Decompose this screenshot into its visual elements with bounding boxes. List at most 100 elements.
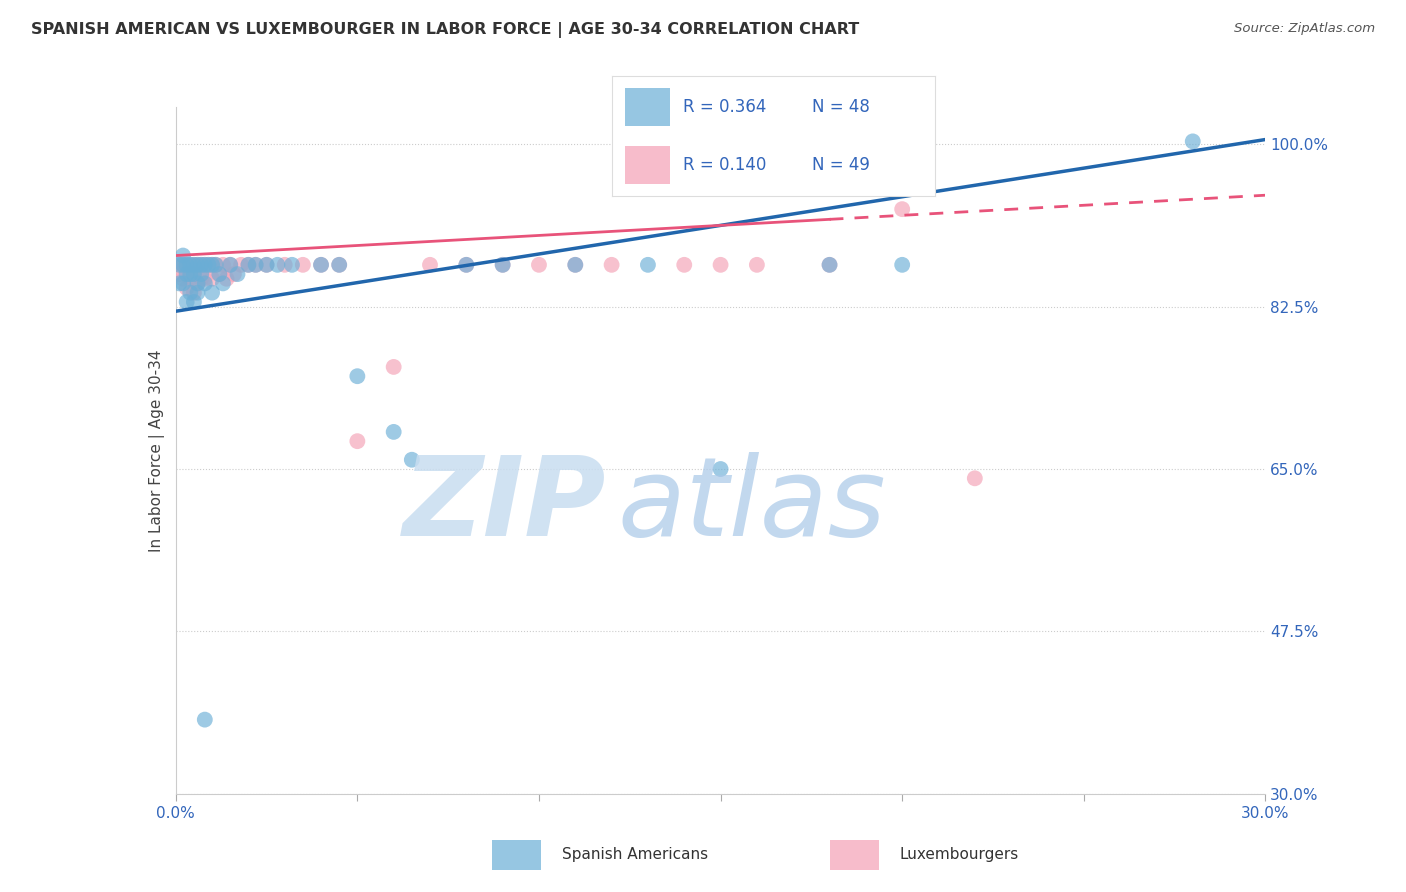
Point: [219, 258, 242, 272]
Point: [176, 258, 198, 272]
Point: [226, 267, 249, 281]
Text: SPANISH AMERICAN VS LUXEMBOURGER IN LABOR FORCE | AGE 30-34 CORRELATION CHART: SPANISH AMERICAN VS LUXEMBOURGER IN LABO…: [31, 22, 859, 38]
Point: [186, 258, 209, 272]
Point: [231, 258, 253, 272]
Point: [346, 369, 368, 384]
Point: [710, 462, 733, 476]
Point: [456, 258, 478, 272]
Point: [169, 277, 191, 291]
Point: [745, 258, 768, 272]
Point: [328, 258, 350, 272]
Point: [179, 285, 201, 300]
Text: R = 0.140: R = 0.140: [683, 156, 766, 174]
Point: [190, 258, 212, 272]
Point: [201, 285, 224, 300]
Point: [194, 277, 217, 291]
Point: [204, 258, 226, 272]
Point: [179, 271, 201, 285]
Point: [169, 258, 191, 272]
Point: [291, 258, 314, 272]
Point: [172, 258, 194, 272]
Point: [183, 285, 205, 300]
FancyBboxPatch shape: [830, 840, 879, 870]
Point: [190, 271, 212, 285]
Point: [382, 425, 405, 439]
Y-axis label: In Labor Force | Age 30-34: In Labor Force | Age 30-34: [149, 349, 165, 552]
Point: [710, 258, 733, 272]
Point: [256, 258, 278, 272]
Text: Spanish Americans: Spanish Americans: [562, 847, 709, 862]
Point: [208, 267, 231, 281]
Text: atlas: atlas: [617, 452, 886, 559]
Point: [419, 258, 441, 272]
Point: [194, 713, 217, 727]
Point: [274, 258, 297, 272]
Point: [309, 258, 332, 272]
Point: [183, 267, 205, 281]
Point: [309, 258, 332, 272]
Point: [197, 258, 219, 272]
Point: [215, 271, 238, 285]
Text: N = 49: N = 49: [813, 156, 870, 174]
Point: [818, 258, 841, 272]
Point: [201, 258, 224, 272]
Point: [194, 271, 217, 285]
FancyBboxPatch shape: [624, 87, 669, 127]
Point: [382, 359, 405, 374]
FancyBboxPatch shape: [492, 840, 541, 870]
Point: [527, 258, 550, 272]
Point: [281, 258, 304, 272]
Point: [194, 258, 217, 272]
Point: [194, 258, 217, 272]
Point: [219, 258, 242, 272]
Point: [183, 267, 205, 281]
Point: [1181, 135, 1204, 149]
Point: [183, 295, 205, 310]
Point: [673, 258, 696, 272]
Point: [492, 258, 515, 272]
Point: [492, 258, 515, 272]
Text: Luxembourgers: Luxembourgers: [900, 847, 1019, 862]
Point: [186, 285, 209, 300]
Point: [169, 267, 191, 281]
Point: [179, 258, 201, 272]
Point: [201, 271, 224, 285]
Text: N = 48: N = 48: [813, 98, 870, 116]
Point: [456, 258, 478, 272]
Point: [172, 271, 194, 285]
Point: [245, 258, 267, 272]
Point: [328, 258, 350, 272]
Point: [176, 295, 198, 310]
Point: [186, 277, 209, 291]
Point: [190, 267, 212, 281]
Point: [172, 277, 194, 291]
Point: [238, 258, 260, 272]
Point: [564, 258, 586, 272]
Point: [183, 258, 205, 272]
Text: Source: ZipAtlas.com: Source: ZipAtlas.com: [1234, 22, 1375, 36]
Point: [245, 258, 267, 272]
Point: [176, 258, 198, 272]
Point: [401, 452, 423, 467]
Text: R = 0.364: R = 0.364: [683, 98, 766, 116]
Point: [891, 258, 914, 272]
Point: [176, 281, 198, 295]
Point: [818, 258, 841, 272]
Point: [183, 258, 205, 272]
Point: [176, 267, 198, 281]
Point: [891, 202, 914, 216]
Point: [169, 258, 191, 272]
Point: [600, 258, 623, 272]
Point: [204, 258, 226, 272]
Point: [186, 277, 209, 291]
Point: [179, 267, 201, 281]
Point: [172, 248, 194, 262]
Point: [197, 258, 219, 272]
Point: [172, 258, 194, 272]
Point: [266, 258, 288, 272]
Point: [190, 258, 212, 272]
Point: [637, 258, 659, 272]
Point: [222, 267, 245, 281]
FancyBboxPatch shape: [624, 145, 669, 185]
Point: [212, 258, 235, 272]
